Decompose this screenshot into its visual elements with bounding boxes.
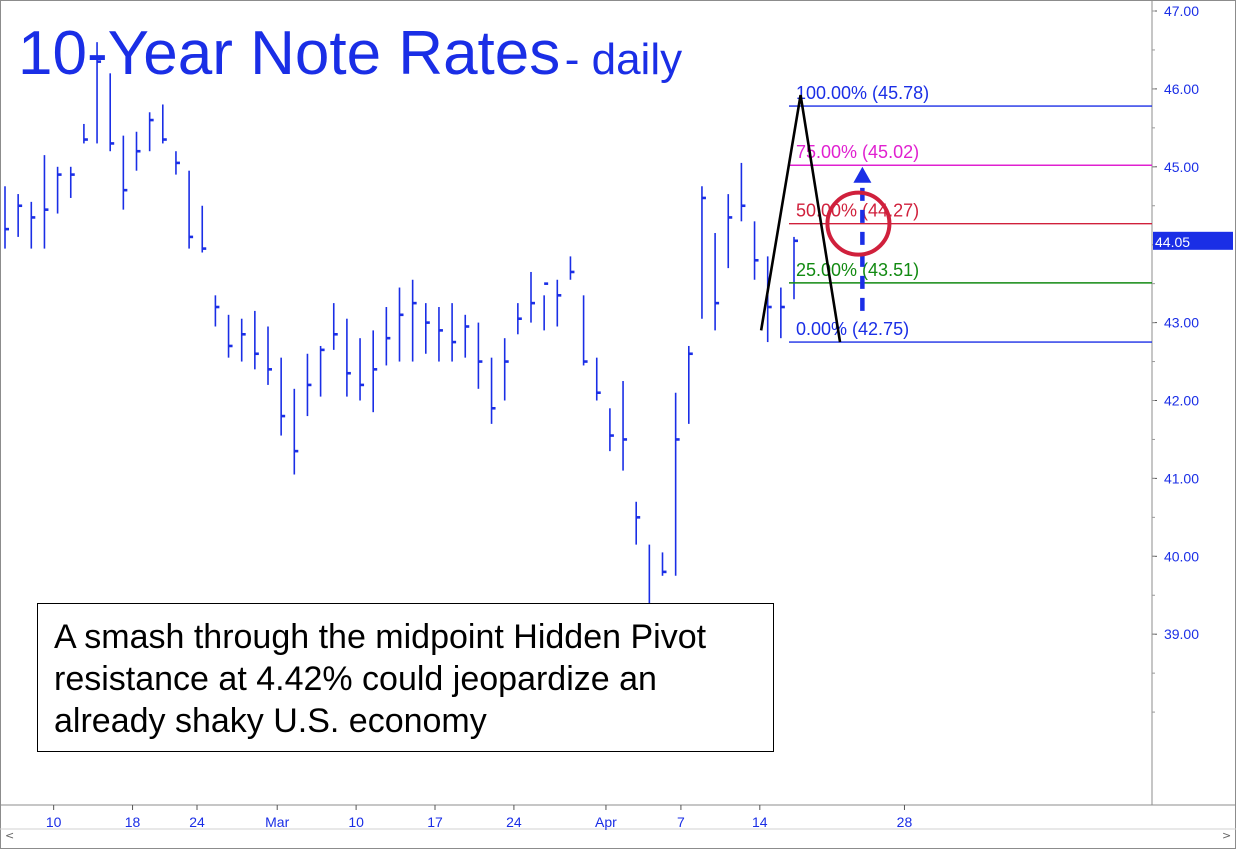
ohlc-bar xyxy=(122,135,128,210)
ohlc-bar xyxy=(569,256,575,280)
ohlc-bar xyxy=(135,131,141,171)
ohlc-bar xyxy=(661,552,667,576)
pivot-level-label: 50.00% (44.27) xyxy=(796,201,919,221)
x-tick-label: 18 xyxy=(125,814,141,830)
ohlc-bar xyxy=(56,166,62,214)
ohlc-bar xyxy=(451,303,457,362)
ohlc-bar xyxy=(280,357,286,436)
ohlc-bar xyxy=(109,73,115,152)
ohlc-bar xyxy=(727,194,733,269)
ohlc-bar xyxy=(43,155,49,249)
ohlc-bar xyxy=(490,357,496,424)
y-tick-label: 43.00 xyxy=(1164,315,1199,331)
ohlc-bar xyxy=(609,408,614,452)
pivot-level: 0.00% (42.75) xyxy=(789,319,1152,343)
pivot-level-label: 25.00% (43.51) xyxy=(796,260,919,280)
x-tick-label: 28 xyxy=(897,814,913,830)
x-tick-label: Mar xyxy=(265,814,289,830)
y-tick-label: 40.00 xyxy=(1164,548,1199,564)
ohlc-bar xyxy=(714,233,720,331)
ohlc-bar xyxy=(530,271,535,323)
ohlc-bar xyxy=(267,326,272,385)
abc-pattern-line xyxy=(759,94,842,343)
ohlc-bar xyxy=(780,287,785,339)
ohlc-bar xyxy=(740,162,746,222)
ohlc-bar xyxy=(346,318,351,397)
pivot-level-label: 100.00% (45.78) xyxy=(796,83,929,103)
ohlc-bar xyxy=(556,279,562,327)
pivot-level: 100.00% (45.78) xyxy=(789,83,1152,107)
ohlc-bar xyxy=(188,170,194,249)
y-tick-label: 39.00 xyxy=(1164,626,1199,642)
ohlc-bar xyxy=(635,501,641,545)
chart-title-main: 10-Year Note Rates xyxy=(18,19,561,88)
ohlc-bar xyxy=(240,318,246,362)
x-tick-label: 10 xyxy=(46,814,62,830)
x-tick-label: 24 xyxy=(189,814,205,830)
y-tick-label: 42.00 xyxy=(1164,393,1199,409)
ohlc-bar xyxy=(201,205,207,253)
pivot-level-label: 75.00% (45.02) xyxy=(796,142,919,162)
ohlc-bar xyxy=(175,151,180,175)
ohlc-bar xyxy=(438,307,443,362)
ohlc-bar xyxy=(83,123,88,144)
ohlc-bar xyxy=(30,201,36,249)
ohlc-bar xyxy=(96,42,102,144)
ohlc-bar xyxy=(766,256,772,343)
x-tick-label: Apr xyxy=(595,814,617,830)
last-price-badge xyxy=(1153,231,1233,250)
ohlc-bar xyxy=(701,186,706,319)
ohlc-bar xyxy=(148,112,154,152)
ohlc-bar xyxy=(464,314,470,358)
ohlc-bar xyxy=(582,295,588,366)
x-tick-label: 7 xyxy=(677,814,685,830)
ohlc-bar xyxy=(372,330,378,413)
y-tick-label: 45.00 xyxy=(1164,159,1199,175)
x-tick-label: 24 xyxy=(506,814,522,830)
ohlc-bar xyxy=(424,303,430,354)
y-tick-label: 41.00 xyxy=(1164,470,1199,486)
ohlc-bar xyxy=(306,353,312,417)
ohlc-bar xyxy=(793,236,798,300)
chart-title-sub: - daily xyxy=(564,35,683,84)
scroll-left-arrow-icon[interactable]: < xyxy=(5,829,15,842)
scroll-right-arrow-icon[interactable]: > xyxy=(1222,829,1232,842)
ohlc-bar xyxy=(398,287,404,362)
arrow-up-icon xyxy=(853,166,872,183)
ohlc-bar xyxy=(227,314,233,358)
x-tick-label: 10 xyxy=(348,814,364,830)
x-tick-label: 17 xyxy=(427,814,443,830)
ohlc-bar xyxy=(595,357,601,401)
ohlc-bar xyxy=(687,345,693,424)
ohlc-bar xyxy=(411,279,417,362)
ohlc-bar xyxy=(293,388,299,475)
ohlc-bar xyxy=(69,166,75,198)
ohlc-bar xyxy=(503,338,509,401)
ohlc-bar xyxy=(543,282,549,331)
ohlc-bar xyxy=(674,392,680,576)
ohlc-bar xyxy=(477,322,483,389)
ohlc-bar xyxy=(385,307,391,366)
last-price-label: 44.05 xyxy=(1155,234,1190,250)
y-tick-label: 47.00 xyxy=(1164,3,1199,19)
chart-title: 10-Year Note Rates - daily xyxy=(18,18,682,89)
ohlc-bar xyxy=(319,345,325,397)
pivot-level: 75.00% (45.02) xyxy=(789,142,1152,166)
x-tick-label: 14 xyxy=(752,814,768,830)
ohlc-bar xyxy=(214,295,220,327)
ohlc-bar xyxy=(4,186,9,249)
y-tick-label: 46.00 xyxy=(1164,81,1199,97)
ohlc-bar xyxy=(517,303,522,335)
ohlc-bar xyxy=(254,310,259,370)
ohlc-bar xyxy=(162,104,167,144)
ohlc-bar xyxy=(622,381,628,471)
pivot-level-label: 0.00% (42.75) xyxy=(796,319,909,339)
annotation-box: A smash through the midpoint Hidden Pivo… xyxy=(37,603,774,752)
ohlc-bar xyxy=(359,338,365,401)
highlight-circle xyxy=(825,190,892,257)
ohlc-bar xyxy=(332,303,338,350)
ohlc-bar xyxy=(753,221,759,280)
ohlc-bar xyxy=(17,194,23,237)
